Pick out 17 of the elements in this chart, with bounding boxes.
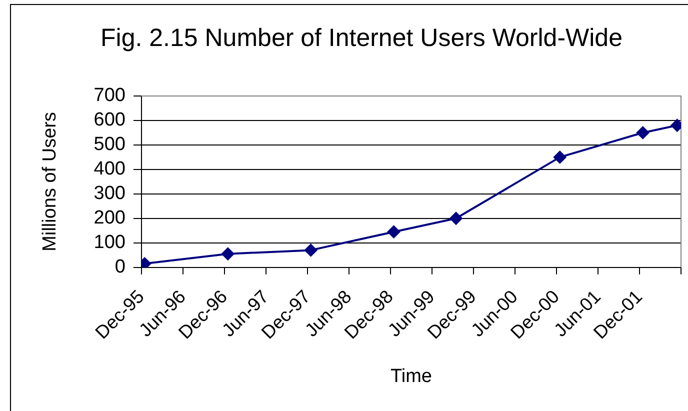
point <box>636 126 650 140</box>
point <box>553 150 566 164</box>
y-tick-label: 100 <box>94 232 126 254</box>
y-tick-label: 300 <box>94 183 126 204</box>
y-tick-label: 700 <box>94 85 126 106</box>
y-tick-label: 500 <box>94 134 126 156</box>
y-tick-label: 200 <box>94 208 126 229</box>
point <box>387 225 400 238</box>
y-tick-label: 0 <box>114 256 126 278</box>
point <box>304 244 318 257</box>
x-axis-title: Time <box>390 366 432 387</box>
y-axis-title: Millions of Users <box>40 112 61 252</box>
y-tick-label: 400 <box>94 158 126 180</box>
y-tick-label: 600 <box>94 110 126 131</box>
point <box>221 247 234 260</box>
chart-title: Fig. 2.15 Number of Internet Users World-Wide <box>100 24 622 52</box>
point <box>450 212 463 225</box>
